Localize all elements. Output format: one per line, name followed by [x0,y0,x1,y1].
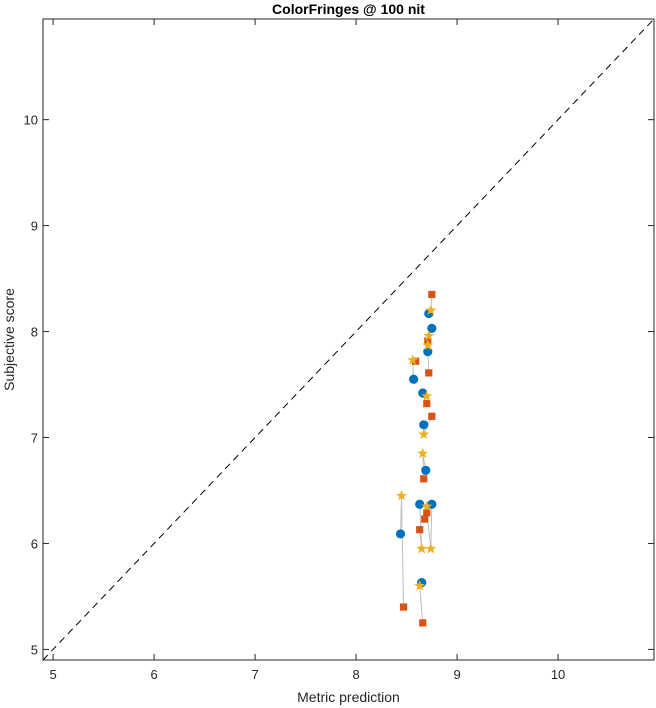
data-point-star [422,339,434,351]
data-point-square [423,509,431,517]
plot-area-frame [42,18,655,661]
data-point-circle [427,323,437,333]
connector-line [400,495,405,608]
data-markers [395,290,437,627]
data-point-circle [415,499,425,509]
data-point-star [425,542,437,554]
x-tick-label: 8 [352,667,359,682]
data-point-star [417,447,429,459]
x-axis-ticks: 5 6 7 8 9 10 [49,19,565,682]
data-point-circle [423,347,433,357]
data-point-square [416,526,424,534]
y-tick-label: 9 [31,219,38,234]
data-point-star [421,390,433,401]
y-axis-label: Subjective score [1,288,17,391]
y-tick-label: 7 [31,431,38,446]
data-point-star [418,428,430,440]
data-point-square [421,515,429,523]
x-tick-label: 7 [251,667,258,682]
x-tick-label: 9 [453,667,460,682]
x-tick-label: 10 [551,667,565,682]
data-point-star [414,580,426,591]
y-tick-label: 8 [31,325,38,340]
data-point-square [412,357,420,365]
data-point-square [425,369,433,377]
data-point-star [416,542,428,554]
data-point-square [420,475,428,483]
y-axis-ticks: 5 6 7 8 9 10 [24,113,654,657]
x-axis-label: Metric prediction [297,689,400,705]
data-point-star [396,489,408,501]
chart-title: ColorFringes @ 100 nit [272,1,425,17]
data-point-circle [421,465,431,475]
data-point-star [407,354,419,365]
data-point-square [419,619,427,627]
y-tick-label: 5 [31,642,38,657]
data-point-circle [419,420,429,430]
identity-reference-line [42,18,655,661]
data-point-square [428,290,436,299]
data-point-star [423,329,435,341]
data-point-circle [409,374,419,384]
y-tick-label: 6 [31,536,38,551]
y-tick-label: 10 [24,113,38,128]
data-point-circle [395,529,406,539]
data-point-star [425,304,437,316]
x-tick-label: 6 [150,667,157,682]
data-point-square [399,603,408,611]
data-point-square [428,412,436,420]
data-point-square [423,400,431,408]
data-point-star [421,500,433,512]
x-tick-label: 5 [49,667,56,682]
